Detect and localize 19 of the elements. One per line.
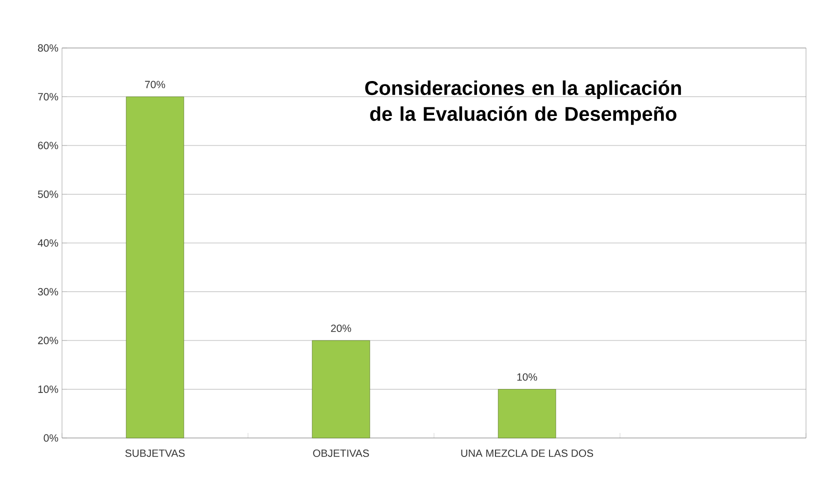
x-tick-label: OBJETIVAS xyxy=(313,450,369,457)
bar xyxy=(126,96,184,438)
bar xyxy=(312,340,370,438)
data-label: 20% xyxy=(331,324,352,332)
text: Consideraciones en la aplicación de la Evaluación de Desempeño xyxy=(365,80,681,125)
y-tick-label: 20% xyxy=(38,336,58,344)
x-tick-label: SUBJETVAS xyxy=(125,450,185,457)
y-tick-label: 50% xyxy=(38,190,58,198)
y-tick-label: 30% xyxy=(38,288,58,296)
x-tick-label: UNA MEZCLA DE LAS DOS xyxy=(461,450,594,457)
y-tick-label: 40% xyxy=(38,239,58,247)
data-label: 10% xyxy=(517,373,538,381)
y-tick-label: 0% xyxy=(44,434,58,442)
y-tick-label: 70% xyxy=(38,93,58,100)
y-tick-label: 80% xyxy=(38,44,58,52)
data-label: 70% xyxy=(145,80,166,88)
bar xyxy=(498,389,556,438)
y-tick-label: 10% xyxy=(38,386,58,393)
y-tick-label: 60% xyxy=(38,142,58,150)
